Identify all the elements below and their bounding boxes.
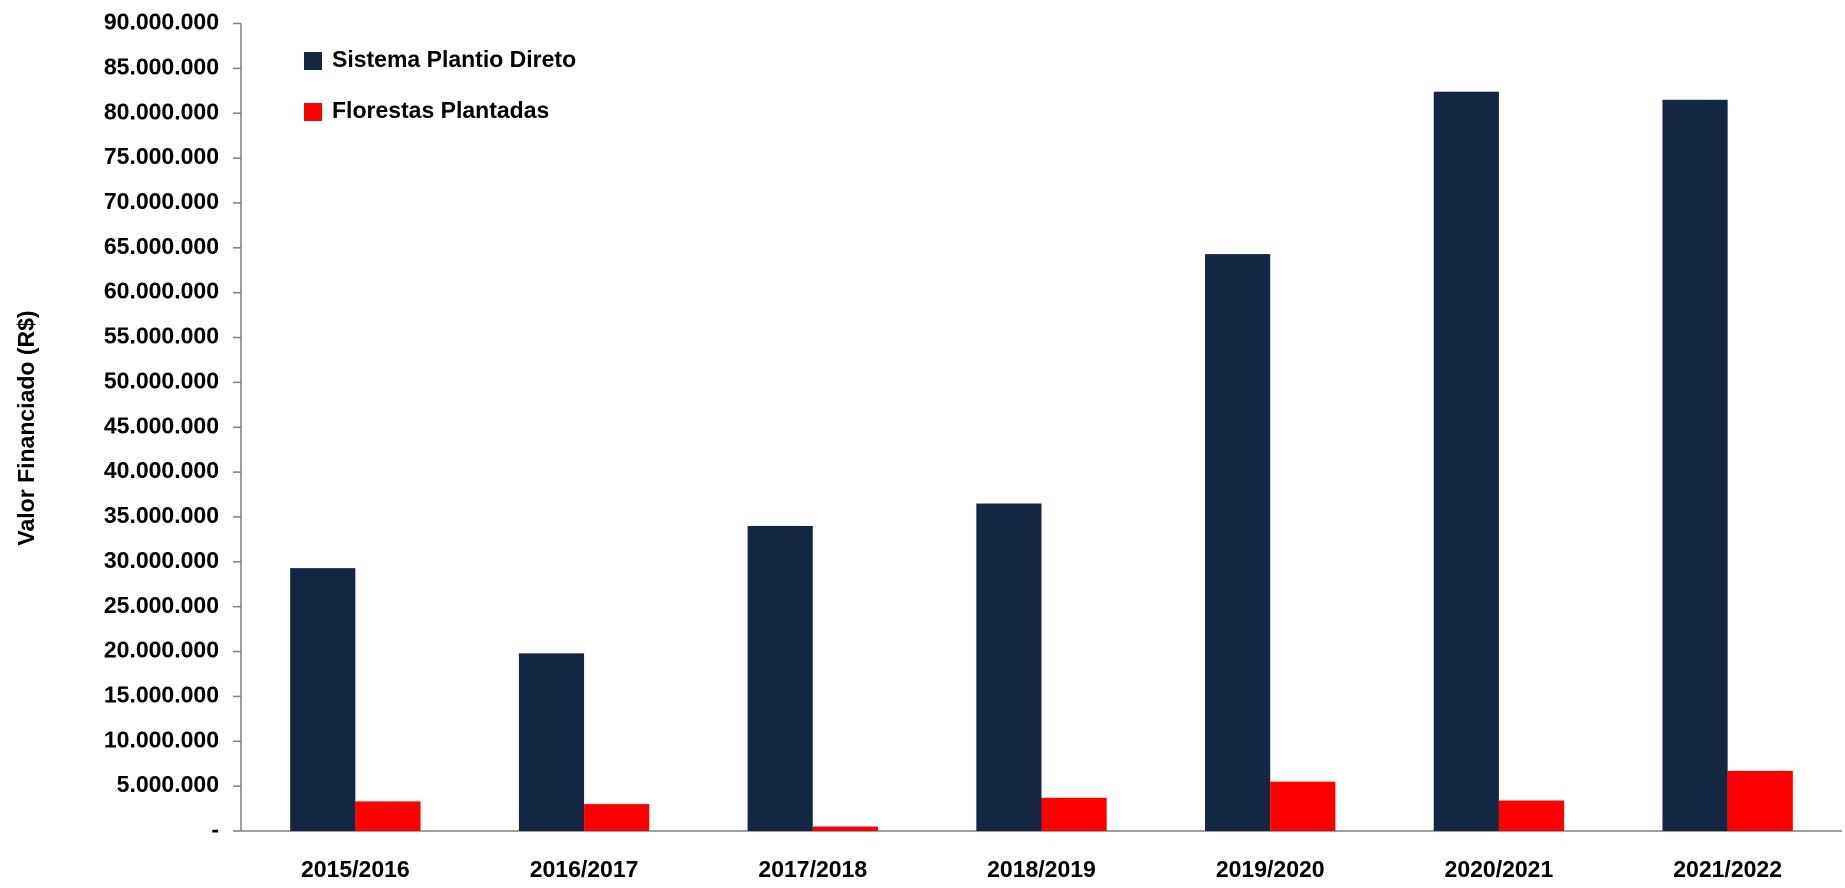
y-tick-label: 90.000.000 xyxy=(104,9,219,35)
bar xyxy=(355,801,421,831)
y-tick-label: 65.000.000 xyxy=(104,233,219,259)
x-tick-label: 2015/2016 xyxy=(301,856,410,882)
y-tick-label: 15.000.000 xyxy=(104,681,219,707)
bar xyxy=(290,568,356,831)
y-tick-label: 55.000.000 xyxy=(104,323,219,349)
y-tick-label: 30.000.000 xyxy=(104,547,219,573)
y-tick-label: 5.000.000 xyxy=(117,771,219,797)
y-tick-label: 45.000.000 xyxy=(104,412,219,438)
legend-swatch xyxy=(304,103,322,121)
x-tick-label: 2017/2018 xyxy=(758,856,867,882)
y-tick-label: 85.000.000 xyxy=(104,53,219,79)
y-tick-label: 80.000.000 xyxy=(104,98,219,124)
x-tick-label: 2021/2022 xyxy=(1673,856,1782,882)
bar xyxy=(584,804,650,831)
y-tick-label: 75.000.000 xyxy=(104,143,219,169)
bar xyxy=(976,503,1042,831)
x-tick-label: 2016/2017 xyxy=(530,856,639,882)
y-tick-label: 70.000.000 xyxy=(104,188,219,214)
bar xyxy=(1433,91,1499,831)
bar xyxy=(1662,99,1728,831)
y-tick-label: 50.000.000 xyxy=(104,367,219,393)
y-tick-label: 25.000.000 xyxy=(104,592,219,618)
bar xyxy=(1041,797,1107,831)
y-axis-title: Valor Financiado (R$) xyxy=(13,310,39,545)
legend-label: Sistema Plantio Direto xyxy=(332,46,576,72)
y-tick-label: - xyxy=(211,816,219,842)
y-tick-label: 35.000.000 xyxy=(104,502,219,528)
bar xyxy=(747,525,813,831)
x-tick-label: 2020/2021 xyxy=(1445,856,1554,882)
bar xyxy=(518,653,585,831)
bar xyxy=(1727,770,1793,831)
bar xyxy=(1270,781,1336,831)
x-tick-label: 2019/2020 xyxy=(1216,856,1325,882)
y-tick-label: 10.000.000 xyxy=(104,726,219,752)
y-tick-label: 40.000.000 xyxy=(104,457,219,483)
y-tick-label: 20.000.000 xyxy=(104,637,219,663)
bar xyxy=(1498,800,1565,831)
bar xyxy=(1205,254,1271,831)
x-tick-label: 2018/2019 xyxy=(987,856,1096,882)
bar xyxy=(812,826,878,831)
legend-label: Florestas Plantadas xyxy=(332,97,549,123)
y-tick-label: 60.000.000 xyxy=(104,278,219,304)
legend-swatch xyxy=(304,52,322,70)
